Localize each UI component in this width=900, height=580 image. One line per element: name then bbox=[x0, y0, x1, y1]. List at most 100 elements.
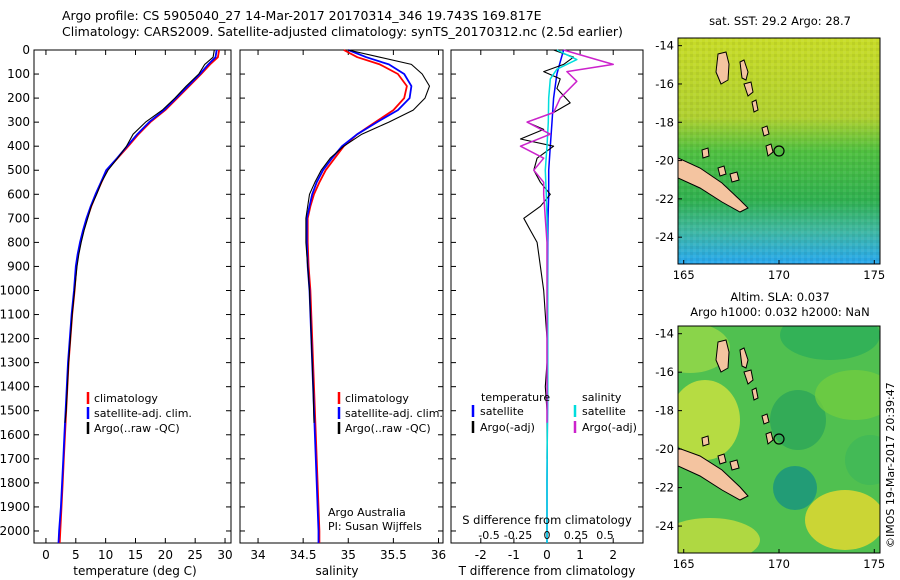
map-y-tick-label: -14 bbox=[655, 39, 674, 53]
island-tanna bbox=[765, 431, 774, 445]
y-tick-label: 1300 bbox=[0, 356, 30, 370]
new-caledonia-landmass bbox=[678, 157, 749, 213]
y-tick-label: 1600 bbox=[0, 428, 30, 442]
salinity-xlabel: salinity bbox=[315, 564, 358, 578]
y-tick-label: 1000 bbox=[0, 283, 30, 297]
y-tick-label: 1500 bbox=[0, 404, 30, 418]
legend-temp-title: temperature bbox=[481, 391, 550, 404]
y-tick-label: 1900 bbox=[0, 500, 30, 514]
legend-satellite-label: satellite-adj. clim. bbox=[94, 407, 192, 420]
map-x-tick-label: 175 bbox=[863, 268, 885, 282]
map-y-tick-label: -16 bbox=[655, 77, 674, 91]
temperature-legend: climatology satellite-adj. clim. Argo(..… bbox=[86, 392, 192, 435]
y-tick-label: 500 bbox=[7, 163, 30, 177]
map-x-tick-label: 170 bbox=[768, 268, 790, 282]
map-x-tick-label: 175 bbox=[863, 557, 885, 571]
sla-blob bbox=[780, 326, 880, 360]
x-tick-label: 5 bbox=[72, 548, 80, 562]
series-line-temperature-satellite bbox=[546, 49, 565, 543]
map-y-tick-label: -16 bbox=[655, 365, 674, 379]
header-line-1: Argo profile: CS 5905040_27 14-Mar-2017 … bbox=[62, 8, 542, 23]
x-tick-label: 35 bbox=[341, 548, 356, 562]
sla-map-axes: 165 170 175 -14 -16 -18 -20 -22 -24 bbox=[655, 327, 885, 571]
sla-map bbox=[678, 326, 880, 553]
island-loyalty-3 bbox=[729, 459, 740, 471]
x-tick-label: 35.5 bbox=[380, 548, 407, 562]
sst-map-axes: 165 170 175 -14 -16 -18 -20 -22 -24 bbox=[655, 39, 885, 282]
legend-argo-label: Argo(..raw -QC) bbox=[345, 422, 431, 435]
x-tick-label: -1 bbox=[508, 548, 520, 562]
plot-frame bbox=[239, 49, 444, 544]
header-line-2: Climatology: CARS2009. Satellite-adjuste… bbox=[62, 24, 623, 39]
new-caledonia-landmass bbox=[678, 447, 749, 501]
sst-map bbox=[678, 38, 880, 264]
map-y-tick-label: -18 bbox=[655, 115, 674, 129]
x-tick-label: 25 bbox=[188, 548, 203, 562]
sla-blob bbox=[678, 518, 760, 553]
argo-position-marker bbox=[773, 433, 785, 445]
x-tick-label: 1 bbox=[576, 548, 584, 562]
legend-climatology-label: climatology bbox=[345, 392, 409, 405]
island-tanna bbox=[765, 143, 774, 157]
difference-xlabel: T difference from climatology bbox=[458, 564, 636, 578]
temperature-panel: 0 5 10 15 20 25 300100200300400500600700800900… bbox=[0, 43, 233, 562]
map-y-tick-label: -24 bbox=[655, 519, 674, 533]
temperature-xlabel: temperature (deg C) bbox=[73, 564, 196, 578]
island-ambrym bbox=[743, 369, 754, 385]
y-tick-label: 1400 bbox=[0, 380, 30, 394]
map-x-tick-label: 170 bbox=[768, 557, 790, 571]
legend-satellite-label: satellite-adj. clim. bbox=[345, 407, 443, 420]
legend-temp-argo-label: Argo(-adj) bbox=[480, 421, 535, 434]
x-tick-label: 2 bbox=[609, 548, 617, 562]
x-tick-label: 0 bbox=[42, 548, 50, 562]
x-tick-label: 15 bbox=[128, 548, 143, 562]
island-loyalty-3 bbox=[729, 171, 740, 183]
s-diff-tick-label: 0.5 bbox=[596, 529, 614, 542]
sst-map-title: sat. SST: 29.2 Argo: 28.7 bbox=[709, 14, 851, 28]
sla-map-title-1: Altim. SLA: 0.037 bbox=[730, 290, 829, 304]
y-tick-label: 300 bbox=[7, 115, 30, 129]
island-maewo bbox=[739, 347, 749, 369]
map-y-tick-label: -20 bbox=[655, 442, 674, 456]
credit-line-2: PI: Susan Wijffels bbox=[328, 520, 422, 533]
series-line-satellite-adj-clim bbox=[57, 49, 218, 544]
legend-argo-label: Argo(..raw -QC) bbox=[94, 422, 180, 435]
map-x-tick-label: 165 bbox=[673, 268, 695, 282]
island-efate bbox=[761, 125, 770, 137]
y-tick-label: 1700 bbox=[0, 452, 30, 466]
legend-temp-satellite-label: satellite bbox=[480, 405, 524, 418]
s-diff-tick-label: 0 bbox=[544, 529, 551, 542]
x-tick-label: 20 bbox=[158, 548, 173, 562]
map-y-tick-label: -20 bbox=[655, 154, 674, 168]
map-y-tick-label: -24 bbox=[655, 230, 674, 244]
sla-blob bbox=[805, 490, 880, 550]
s-diff-tick-label: -0.5 bbox=[478, 529, 499, 542]
difference-top-xlabel: S difference from climatology bbox=[462, 513, 632, 527]
y-tick-label: 2000 bbox=[0, 524, 30, 538]
series-line-climatology bbox=[58, 49, 220, 544]
island-epi bbox=[751, 387, 759, 401]
difference-legend: temperature salinity satellite Argo(-adj… bbox=[471, 391, 637, 434]
y-tick-label: 900 bbox=[7, 259, 30, 273]
island-ambrym bbox=[743, 81, 754, 97]
y-tick-label: 600 bbox=[7, 187, 30, 201]
salinity-legend: climatology satellite-adj. clim. Argo(..… bbox=[328, 392, 443, 533]
argo-position-marker bbox=[773, 145, 785, 157]
island-espiritu-santo bbox=[715, 51, 730, 85]
x-tick-label: 10 bbox=[98, 548, 113, 562]
series-line-argo-raw-qc bbox=[64, 49, 215, 423]
sla-map-title-2: Argo h1000: 0.032 h2000: NaN bbox=[690, 305, 869, 319]
y-tick-label: 200 bbox=[7, 91, 30, 105]
credit-line-1: Argo Australia bbox=[328, 506, 406, 519]
s-diff-tick-label: -0.25 bbox=[504, 529, 532, 542]
island-loyalty-2 bbox=[717, 165, 727, 177]
x-tick-label: 34 bbox=[250, 548, 265, 562]
sst-field-texture bbox=[678, 38, 880, 264]
sla-blob bbox=[678, 380, 740, 460]
island-efate bbox=[761, 413, 770, 425]
x-tick-label: 0 bbox=[543, 548, 551, 562]
sla-blob bbox=[845, 435, 880, 485]
legend-sal-title: salinity bbox=[582, 391, 622, 404]
series-line-climatology bbox=[306, 49, 408, 543]
y-tick-label: 1200 bbox=[0, 332, 30, 346]
